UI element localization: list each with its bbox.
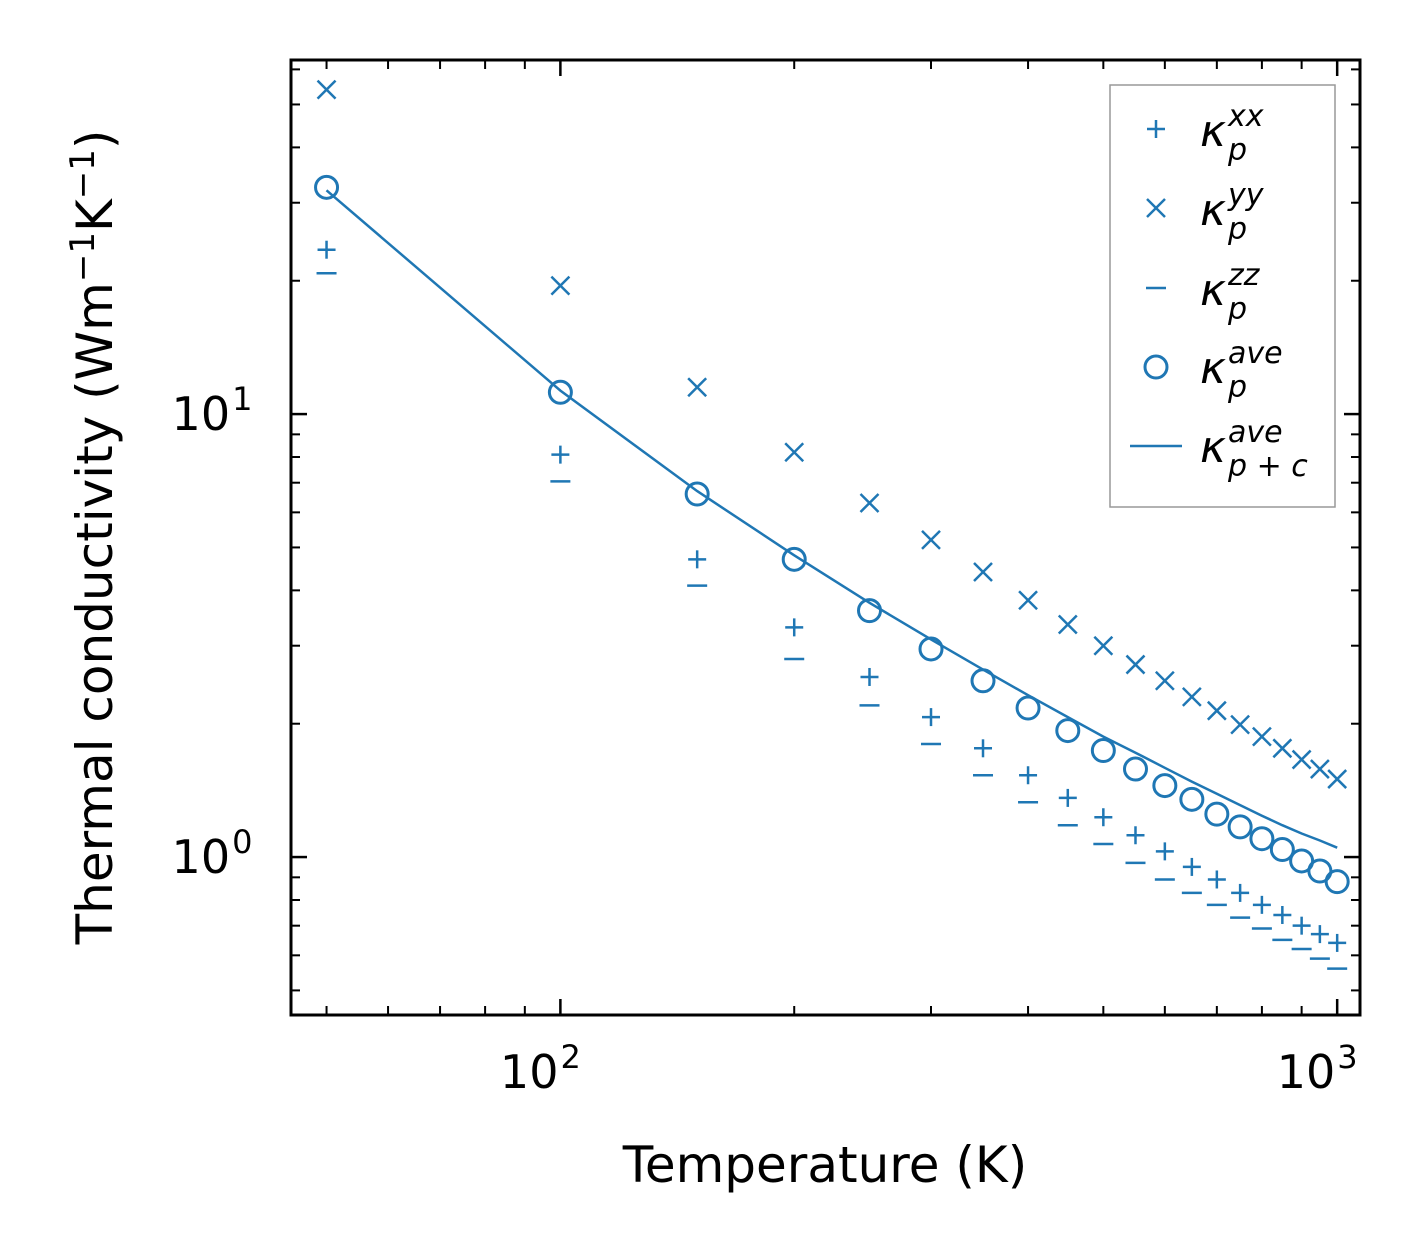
x-tick-label: 102 [500, 1038, 581, 1099]
kappa_p_xx-point [1328, 933, 1347, 952]
kappa_p_xx-point [1094, 808, 1113, 827]
series-kappa_p_plus_c_ave [325, 189, 1338, 849]
kappa_p_ave-point [684, 481, 710, 507]
kappa_p_yy-point [1018, 590, 1038, 611]
kappa_p_yy-point [784, 442, 805, 463]
kappa_p_xx-point [1126, 826, 1145, 845]
major-ticks [291, 60, 1360, 1015]
kappa_p_xx-point [1273, 905, 1292, 924]
legend-marker-kappa_p_ave [1143, 354, 1169, 380]
kappa_p_xx-point [317, 240, 336, 259]
x-axis-title: Temperature (K) [622, 1136, 1027, 1194]
kappa_p_yy-point [1272, 738, 1293, 759]
legend-label-yy: κyy p [1200, 178, 1265, 247]
series-layer [314, 79, 1350, 970]
kappa_p_ave-point [1152, 773, 1178, 799]
legend-marker-kappa_p_xx [1147, 120, 1165, 138]
kappa_p_ave-point [1249, 826, 1275, 852]
legend-label-ave-pc: κave p + c [1200, 415, 1308, 484]
y-axis-title: Thermal conductivity (Wm−1K−1) [63, 130, 124, 946]
kappa_p_ave-point [1227, 814, 1253, 840]
kappa_p_ave-point [1122, 756, 1148, 782]
kappa_p_ave-point [1055, 718, 1081, 744]
series-kappa_p_xx [317, 240, 1347, 952]
kappa_p_ave-point [1015, 695, 1041, 721]
kappa_p_xx-point [1252, 895, 1271, 914]
kappa_p_xx-point [974, 739, 993, 758]
kappa_p_ave-point [918, 636, 944, 662]
legend-marker-kappa_p_yy [1146, 198, 1166, 218]
y-axis-title-base: Thermal conductivity (Wm [66, 282, 124, 945]
kappa_p_xx-point [860, 667, 879, 686]
kappa_p_yy-point [973, 562, 993, 582]
kappa_p_yy-point [1206, 700, 1227, 721]
kappa_p_yy-point [1125, 654, 1146, 675]
legend-label-ave: κave p [1200, 336, 1283, 405]
kappa_p_xx-point [1231, 883, 1250, 902]
y-tick-label: 100 [172, 823, 253, 884]
kappa_p_ave-point [1090, 738, 1116, 764]
kappa_p_yy-point [1057, 614, 1078, 635]
kappa_p_yy-point [921, 530, 941, 550]
y-tick-label: 101 [172, 380, 253, 441]
series-kappa_p_yy [316, 79, 1348, 789]
kappa_p_ave-point [314, 174, 340, 200]
legend-label-zz: κzz p [1200, 258, 1261, 327]
kappa_p_yy-point [1291, 749, 1312, 770]
kappa_p_yy-point [1327, 769, 1348, 789]
kappa_p_yy-point [1093, 635, 1114, 656]
kappa_p_ave-point [781, 546, 807, 572]
legend-frame [1109, 84, 1336, 508]
kappa_p_yy-point [1309, 759, 1330, 779]
kappa_p_yy-point [550, 275, 571, 296]
kappa_p_xx-point [1058, 788, 1077, 807]
kappa_p_xx-point [551, 445, 570, 464]
x-tick-label: 103 [1277, 1038, 1358, 1099]
kappa_p_yy-point [1181, 686, 1202, 707]
legend: κxx p κyy p κzz p κave p κave p + c [1109, 84, 1336, 508]
kappa_p_yy-point [1230, 714, 1251, 735]
kappa_p_xx-point [1207, 870, 1226, 889]
kappa_p_yy-point [859, 493, 880, 513]
kappa_p_xx-point [785, 618, 804, 637]
kappa_p_ave-point [1179, 786, 1205, 812]
kappa_p_ave-point [1324, 869, 1350, 895]
y-axis-title-exp1: −1 [63, 232, 103, 282]
kappa_p_xx-point [1019, 766, 1038, 785]
kappa_p_xx-point [1155, 842, 1174, 861]
kappa_p_xx-point [688, 550, 707, 569]
series-kappa_p_zz [316, 271, 1348, 970]
kappa_p_ave-point [547, 379, 573, 405]
y-axis-title-exp2: −1 [63, 149, 103, 199]
legend-label-xx: κxx p [1200, 99, 1264, 168]
kappa_p_yy-point [687, 377, 708, 398]
kappa_p_xx-point [1292, 916, 1311, 935]
kappa_p_plus_c_ave-line [325, 189, 1338, 849]
kappa_p_ave-point [1269, 837, 1295, 863]
tick-labels: 102 103 100 101 [172, 380, 1358, 1099]
kappa_p_ave-point [1204, 801, 1230, 827]
kappa_p_yy-point [1252, 726, 1272, 747]
legend-markers [1130, 120, 1182, 448]
kappa_p_xx-point [922, 708, 941, 727]
y-axis-title-end: ) [66, 130, 124, 150]
kappa_p_xx-point [1310, 925, 1329, 944]
kappa_p_yy-point [316, 79, 337, 100]
kappa_p_yy-point [1154, 670, 1175, 691]
kappa_p_xx-point [1182, 857, 1201, 876]
plot-frame [289, 58, 1362, 1017]
y-axis-title-mid: K [66, 198, 124, 232]
